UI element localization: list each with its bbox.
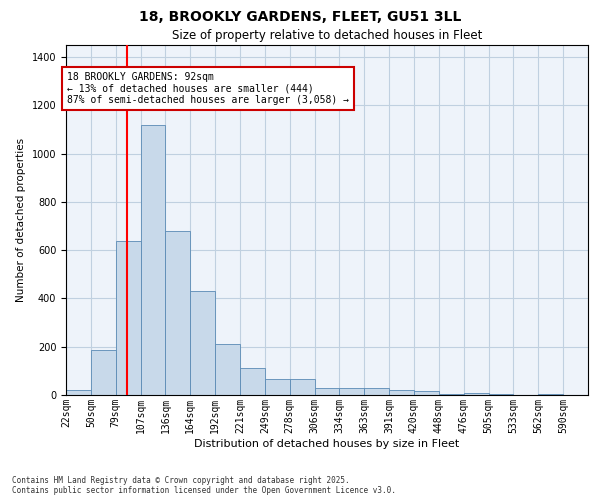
Bar [538, 394, 563, 395]
Bar [314, 388, 340, 395]
Bar [215, 344, 240, 395]
Bar [190, 291, 215, 395]
Title: Size of property relative to detached houses in Fleet: Size of property relative to detached ho… [172, 30, 482, 43]
Bar [140, 124, 166, 395]
Bar [66, 390, 91, 395]
Text: 18, BROOKLY GARDENS, FLEET, GU51 3LL: 18, BROOKLY GARDENS, FLEET, GU51 3LL [139, 10, 461, 24]
Y-axis label: Number of detached properties: Number of detached properties [16, 138, 26, 302]
X-axis label: Distribution of detached houses by size in Fleet: Distribution of detached houses by size … [194, 438, 460, 448]
Bar [364, 388, 389, 395]
Bar [265, 380, 290, 395]
Bar [464, 392, 488, 395]
Bar [488, 394, 514, 395]
Bar [340, 388, 364, 395]
Bar [439, 394, 464, 395]
Bar [116, 240, 140, 395]
Bar [166, 231, 190, 395]
Text: 18 BROOKLY GARDENS: 92sqm
← 13% of detached houses are smaller (444)
87% of semi: 18 BROOKLY GARDENS: 92sqm ← 13% of detac… [67, 72, 349, 105]
Bar [389, 390, 414, 395]
Bar [414, 392, 439, 395]
Bar [240, 368, 265, 395]
Bar [290, 380, 314, 395]
Bar [91, 350, 116, 395]
Text: Contains HM Land Registry data © Crown copyright and database right 2025.
Contai: Contains HM Land Registry data © Crown c… [12, 476, 396, 495]
